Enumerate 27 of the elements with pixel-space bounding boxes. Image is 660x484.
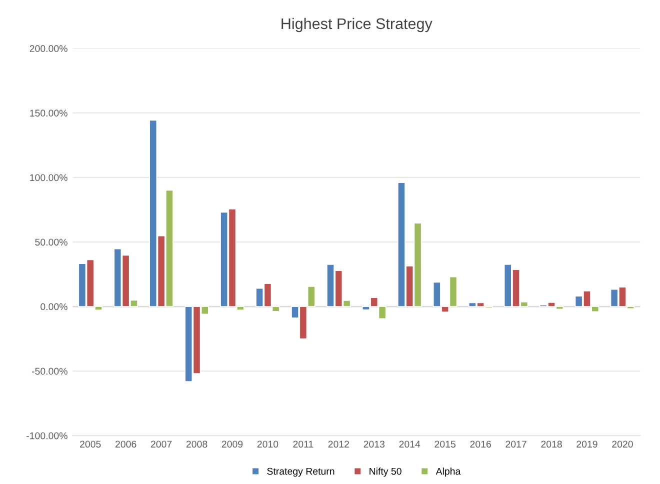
x-tick-label: 2012 — [328, 440, 349, 448]
x-tick-label: 2006 — [115, 440, 136, 448]
x-tick-label: 2016 — [470, 440, 491, 448]
chart-title: Highest Price Strategy — [282, 18, 432, 32]
legend-label: Strategy Return — [267, 468, 334, 477]
y-tick-label: 100.00% — [30, 174, 68, 182]
legend-label: Nifty 50 — [370, 468, 402, 477]
legend-label: Alpha — [436, 468, 461, 477]
x-tick-label: 2014 — [399, 440, 420, 448]
x-tick-label: 2010 — [257, 440, 278, 448]
x-tick-label: 2007 — [150, 440, 172, 448]
x-tick-label: 2011 — [293, 440, 314, 448]
x-tick-label: 2015 — [434, 440, 456, 448]
y-tick-label: -100.00% — [26, 432, 68, 440]
x-tick-label: 2018 — [541, 440, 562, 448]
x-tick-label: 2013 — [364, 440, 385, 448]
x-tick-label: 2008 — [186, 440, 208, 448]
y-tick-label: 0.00% — [40, 303, 68, 310]
y-tick-label: 150.00% — [30, 110, 68, 117]
y-tick-label: 50.00% — [35, 238, 68, 246]
y-tick-label: 200.00% — [30, 45, 68, 52]
x-tick-label: 2005 — [80, 440, 101, 448]
x-tick-label: 2009 — [222, 440, 243, 448]
y-tick-label: -50.00% — [32, 368, 68, 375]
x-tick-label: 2017 — [506, 440, 526, 448]
x-tick-label: 2020 — [612, 440, 633, 448]
x-tick-label: 2019 — [576, 440, 598, 448]
